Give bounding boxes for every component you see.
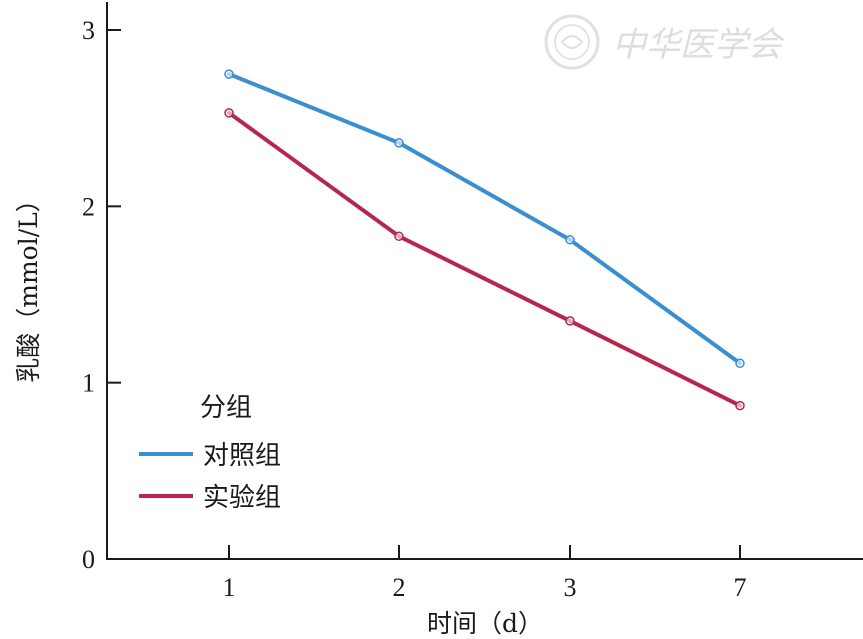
data-point	[735, 400, 745, 411]
y-ticks: 0 1 2 3	[82, 16, 121, 574]
series-line-control	[227, 72, 742, 366]
x-tick-label: 3	[564, 573, 577, 602]
watermark-text: 中华医学会	[612, 25, 786, 65]
data-point	[224, 69, 234, 79]
legend-label-experiment: 实验组	[203, 483, 281, 513]
data-point	[565, 235, 575, 245]
legend-label-control: 对照组	[203, 441, 281, 471]
x-tick-label: 7	[734, 573, 747, 602]
series-line-experiment	[227, 110, 742, 408]
x-tick-label: 2	[393, 573, 406, 602]
axes	[106, 2, 863, 560]
legend-title: 分组	[200, 393, 252, 423]
data-point	[394, 231, 404, 242]
legend: 分组 对照组 实验组	[139, 393, 281, 513]
y-tick-label: 3	[82, 16, 95, 45]
watermark: 中华医学会	[544, 14, 786, 70]
series-layer	[224, 69, 745, 411]
data-point	[224, 108, 234, 118]
y-tick-label: 1	[82, 369, 95, 398]
x-axis-title: 时间（d）	[427, 609, 543, 638]
society-seal-icon	[544, 14, 600, 70]
data-point	[565, 316, 575, 326]
data-point	[735, 358, 745, 369]
y-axis-title: 乳酸（mmol/L）	[14, 187, 43, 382]
y-tick-label: 0	[82, 545, 95, 574]
data-point	[394, 138, 404, 148]
x-tick-label: 1	[223, 573, 236, 602]
y-tick-label: 2	[82, 192, 95, 221]
x-ticks: 1 2 3 7	[223, 545, 747, 602]
